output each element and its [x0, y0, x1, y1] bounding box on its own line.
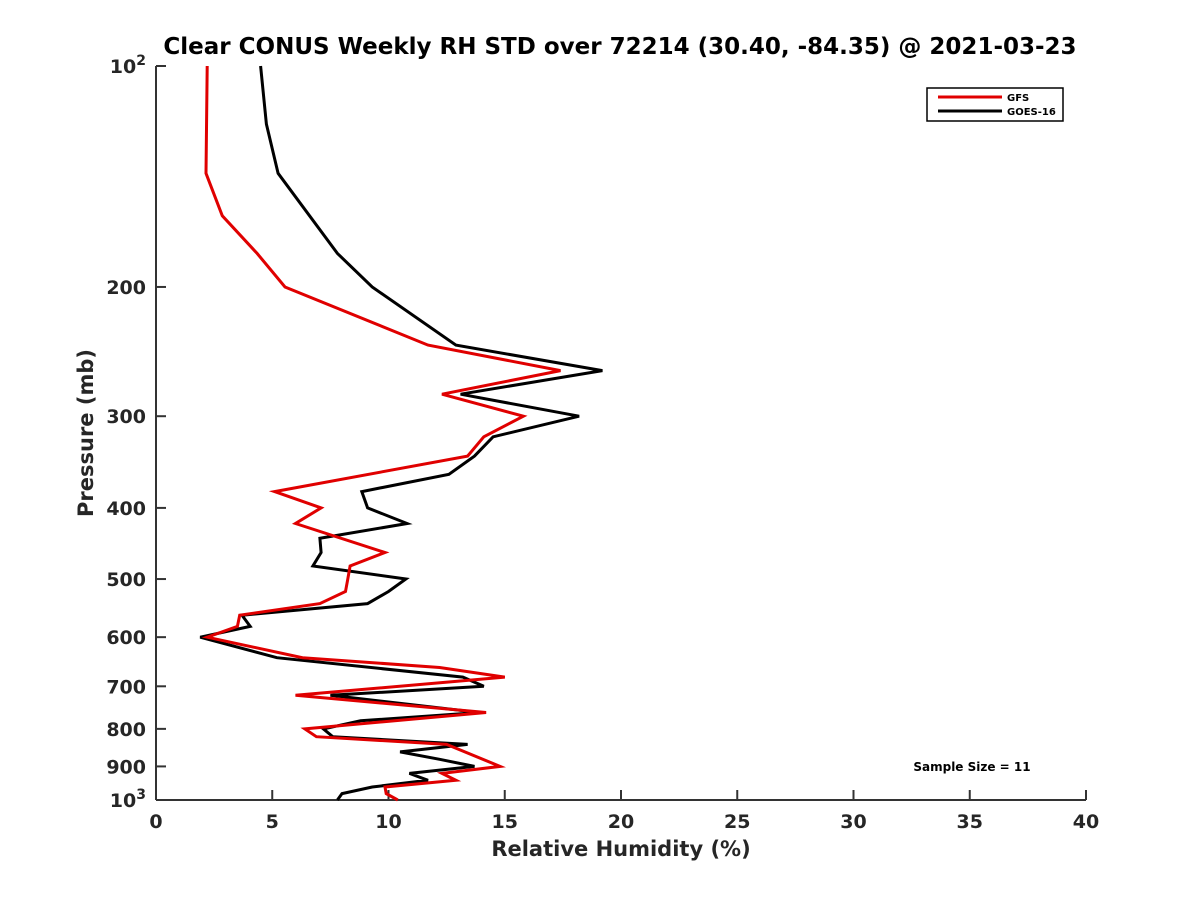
x-tick-label: 25 [724, 811, 750, 833]
x-tick-label: 20 [608, 811, 634, 833]
x-tick-label: 30 [840, 811, 866, 833]
y-tick-label: 300 [106, 406, 146, 428]
x-tick-label: 10 [375, 811, 401, 833]
sample-size-annotation: Sample Size = 11 [913, 760, 1030, 774]
legend-box [926, 87, 1064, 122]
x-tick-label: 15 [492, 811, 518, 833]
y-tick-label: 103 [110, 787, 146, 812]
x-axis-label: Relative Humidity (%) [491, 837, 750, 861]
legend-label-gfs: GFS [1007, 93, 1029, 104]
y-tick-label: 400 [106, 498, 146, 520]
y-tick-label: 600 [106, 627, 146, 649]
chart-title: Clear CONUS Weekly RH STD over 72214 (30… [163, 34, 1076, 60]
x-ticks: 0 5 10 15 20 25 30 35 40 [149, 790, 1099, 833]
y-axis-label: Pressure (mb) [74, 349, 98, 517]
y-tick-label: 700 [106, 676, 146, 698]
x-tick-label: 5 [266, 811, 279, 833]
series-line-gfs [201, 65, 561, 802]
y-tick-label: 200 [106, 277, 146, 299]
y-tick-label: 800 [106, 719, 146, 741]
x-tick-label: 35 [957, 811, 983, 833]
x-tick-label: 0 [149, 811, 162, 833]
y-tick-label: 102 [110, 53, 146, 78]
x-tick-label: 40 [1073, 811, 1099, 833]
series-layer [199, 65, 603, 802]
y-tick-label: 900 [106, 756, 146, 778]
legend: GFS GOES-16 [926, 87, 1064, 122]
y-ticks: 102 200 300 400 500 600 700 800 900 103 [106, 53, 166, 812]
legend-label-goes16: GOES-16 [1007, 107, 1056, 118]
y-tick-label: 500 [106, 569, 146, 591]
axes [155, 66, 1086, 801]
series-line-goes16 [199, 65, 603, 801]
